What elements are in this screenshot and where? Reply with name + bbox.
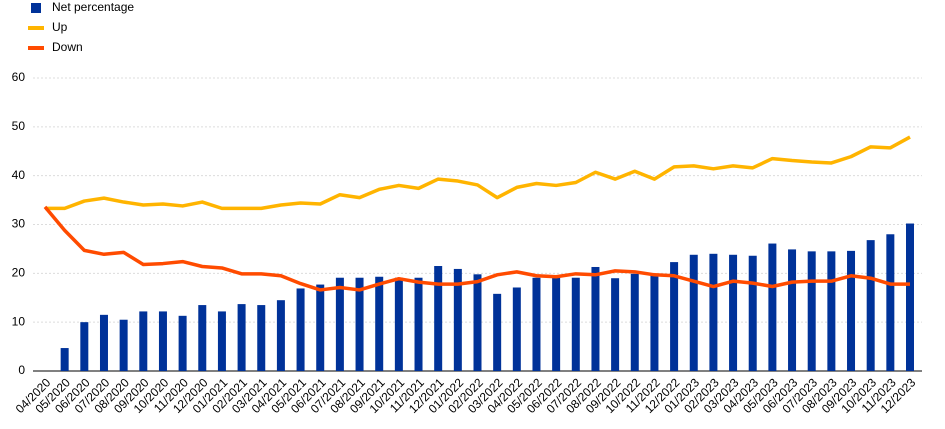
bar [611, 278, 620, 371]
bar [335, 277, 344, 371]
bar [532, 277, 541, 371]
bar [296, 288, 305, 371]
y-tick-label: 30 [12, 217, 26, 231]
line [45, 135, 911, 211]
line [43, 205, 910, 292]
legend-swatch [31, 3, 41, 13]
bar [237, 304, 246, 371]
bar [729, 254, 738, 371]
bar [571, 277, 580, 371]
bar [257, 305, 266, 371]
bar [414, 277, 423, 371]
y-tick-label: 40 [12, 168, 26, 182]
bar [768, 243, 777, 371]
y-tick-label: 10 [12, 314, 26, 328]
bar [630, 273, 639, 371]
bar [316, 284, 325, 371]
y-tick-label: 50 [12, 119, 26, 133]
bar [689, 254, 698, 371]
bar [80, 322, 89, 371]
legend-label: Up [52, 20, 68, 34]
bar [512, 287, 521, 371]
bar [591, 266, 600, 371]
bar [650, 275, 659, 371]
bar [178, 315, 187, 371]
bar [276, 300, 285, 371]
bar [847, 250, 856, 371]
bar [748, 255, 757, 371]
y-tick-label: 0 [18, 363, 25, 377]
bar [99, 314, 108, 371]
legend-label: Down [52, 40, 83, 54]
bar [807, 251, 816, 371]
bar [434, 266, 443, 371]
bar [788, 249, 797, 371]
y-tick-label: 60 [12, 70, 26, 84]
bar [670, 262, 679, 371]
bar [355, 277, 364, 371]
bar [906, 223, 914, 371]
bar [827, 251, 836, 371]
bar [119, 319, 128, 371]
bar [453, 268, 462, 371]
bar [158, 311, 167, 371]
bar [493, 293, 502, 371]
bar [886, 234, 895, 371]
bar [709, 253, 718, 371]
bar [139, 311, 148, 371]
bar [217, 311, 226, 371]
bar [394, 277, 403, 371]
legend-label: Net percentage [52, 0, 134, 14]
y-tick-label: 20 [12, 266, 26, 280]
bar [375, 276, 384, 371]
bar [60, 348, 69, 371]
bar [198, 305, 207, 371]
bar [866, 240, 875, 371]
bar [552, 277, 561, 371]
bar [473, 274, 482, 371]
